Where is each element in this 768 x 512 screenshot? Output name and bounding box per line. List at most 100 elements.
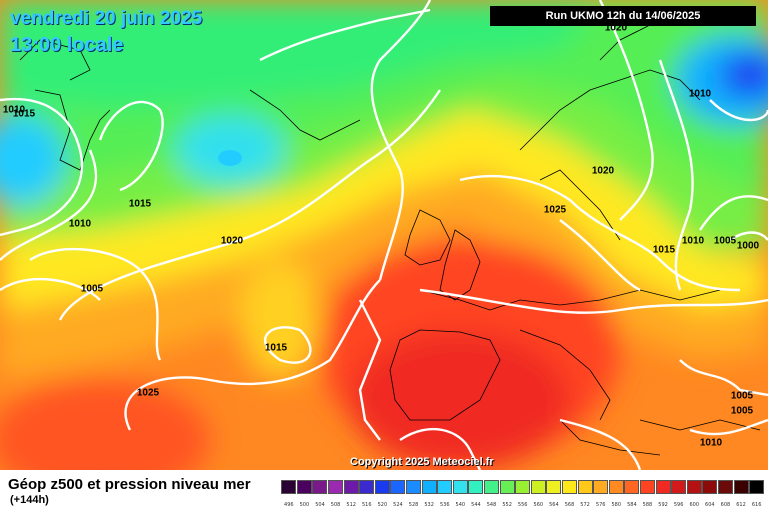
- legend-tick-label: 500: [299, 502, 310, 508]
- forecast-date: vendredi 20 juin 2025: [10, 8, 203, 29]
- legend-tick-label: 568: [564, 502, 575, 508]
- legend-entry: 516: [359, 480, 375, 512]
- isobar-label: 1010: [2, 104, 26, 116]
- legend-tick-label: 600: [689, 502, 699, 508]
- legend-entry: 544: [468, 480, 484, 512]
- legend-swatch: [281, 480, 297, 494]
- legend-swatch: [421, 480, 437, 494]
- isobar-label: 1020: [591, 165, 615, 177]
- legend-swatch: [717, 480, 733, 494]
- legend-entry: 592: [655, 480, 671, 512]
- legend-tick-label: 564: [549, 502, 559, 508]
- isobar-label: 1025: [136, 387, 160, 399]
- legend-tick-label: 580: [611, 502, 622, 508]
- legend-swatch: [343, 480, 359, 494]
- legend-swatch: [546, 480, 562, 494]
- legend-tick-label: 592: [658, 502, 668, 508]
- geopotential-field: [0, 0, 768, 470]
- legend-tick-label: 536: [439, 502, 450, 508]
- legend-entry: 616: [749, 480, 765, 512]
- legend-entry: 572: [577, 480, 593, 512]
- coastlines: [19, 19, 761, 456]
- model-run-info: Run UKMO 12h du 14/06/2025: [490, 6, 756, 26]
- legend-entry: 568: [561, 480, 578, 512]
- legend-swatch: [468, 480, 484, 494]
- legend-entry: 556: [515, 480, 531, 512]
- legend-entry: 528: [406, 480, 422, 512]
- isobar-label: 1015: [652, 244, 676, 256]
- legend-swatch: [577, 480, 593, 494]
- isobar-label: 1005: [730, 405, 754, 417]
- legend-swatch: [530, 480, 546, 494]
- map-footer: Géop z500 et pression niveau mer (+144h)…: [0, 470, 768, 512]
- legend-tick-label: 604: [705, 502, 715, 508]
- variable-title: Géop z500 et pression niveau mer: [8, 476, 251, 493]
- legend-entry: 548: [484, 480, 500, 512]
- legend-swatch: [561, 480, 577, 494]
- legend-entry: 580: [608, 480, 624, 512]
- legend-entry: 512: [343, 480, 359, 512]
- legend-entry: 584: [624, 480, 640, 512]
- legend-entry: 560: [530, 480, 547, 512]
- legend-tick-label: 516: [361, 502, 372, 508]
- legend-swatch: [639, 480, 655, 494]
- isobar-label: 1015: [12, 108, 36, 120]
- legend-tick-label: 540: [455, 502, 466, 508]
- legend-tick-label: 596: [673, 502, 684, 508]
- legend-tick-label: 552: [502, 502, 512, 508]
- legend-swatch: [406, 480, 422, 494]
- isobar-label: 1020: [604, 22, 628, 34]
- isobar-label: 1015: [264, 342, 288, 354]
- legend-tick-label: 544: [471, 502, 481, 508]
- legend-tick-label: 556: [517, 502, 528, 508]
- legend-swatch: [671, 480, 687, 494]
- legend-entry: 536: [437, 480, 453, 512]
- legend-entry: 520: [374, 480, 391, 512]
- legend-entry: 524: [390, 480, 406, 512]
- isobar-label: 1010: [68, 218, 92, 230]
- legend-swatch: [452, 480, 468, 494]
- legend-swatch: [296, 480, 312, 494]
- legend-swatch: [702, 480, 718, 494]
- isobar-label: 1005: [80, 283, 104, 295]
- legend-swatch: [624, 480, 640, 494]
- legend-entry: 508: [328, 480, 344, 512]
- legend-swatch: [749, 480, 765, 494]
- isobar-label: 1010: [681, 235, 705, 247]
- forecast-local-time: 13:00 locale: [10, 34, 124, 56]
- legend-tick-label: 560: [533, 502, 544, 508]
- legend-entry: 552: [499, 480, 515, 512]
- legend-swatch: [608, 480, 624, 494]
- isobar-label: 1010: [688, 88, 712, 100]
- legend-tick-label: 608: [720, 502, 731, 508]
- isobar-label: 1020: [220, 235, 244, 247]
- isobar-label: 1015: [128, 198, 152, 210]
- legend-entry: 532: [421, 480, 437, 512]
- legend-entry: 500: [296, 480, 313, 512]
- lead-time: (+144h): [10, 494, 49, 506]
- color-scale-legend: 496 500 504 508 512 516 520 524 528 532 536 540 544 5…: [281, 480, 765, 512]
- legend-swatch: [328, 480, 344, 494]
- legend-swatch: [484, 480, 500, 494]
- isobar-label: 1010: [699, 437, 723, 449]
- legend-tick-label: 548: [486, 502, 497, 508]
- legend-swatch: [312, 480, 328, 494]
- legend-tick-label: 616: [751, 502, 762, 508]
- legend-swatch: [593, 480, 609, 494]
- legend-tick-label: 496: [284, 502, 294, 508]
- legend-swatch: [374, 480, 390, 494]
- legend-tick-label: 572: [580, 502, 590, 508]
- isobars: [0, 0, 768, 470]
- legend-swatch: [686, 480, 702, 494]
- legend-tick-label: 612: [736, 502, 746, 508]
- legend-swatch: [499, 480, 515, 494]
- copyright-notice: Copyright 2025 Meteociel.fr: [350, 456, 494, 468]
- weather-map: vendredi 20 juin 2025 13:00 locale Run U…: [0, 0, 768, 470]
- legend-entry: 604: [702, 480, 718, 512]
- isobar-label: 1005: [730, 390, 754, 402]
- legend-swatch: [437, 480, 453, 494]
- legend-tick-label: 532: [424, 502, 434, 508]
- legend-tick-label: 512: [346, 502, 356, 508]
- legend-swatch: [515, 480, 531, 494]
- legend-tick-label: 524: [393, 502, 403, 508]
